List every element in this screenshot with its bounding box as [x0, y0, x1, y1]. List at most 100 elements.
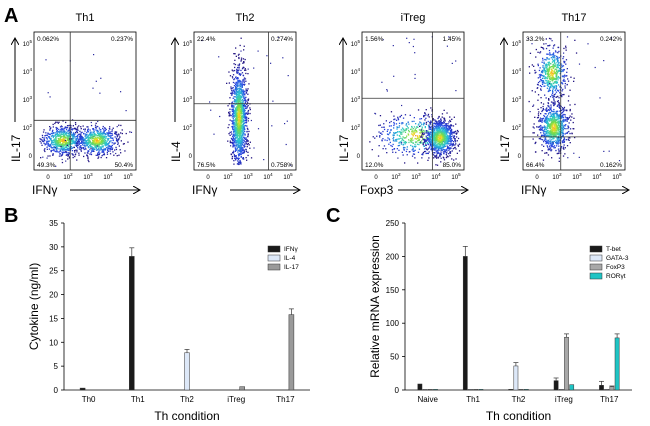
flow-dot [234, 113, 236, 115]
flow-ytick-itreg: 103 [351, 95, 361, 104]
flow-dot [532, 132, 534, 134]
flow-dot [562, 56, 565, 58]
flow-dot [233, 141, 235, 143]
flow-dots-th17 [527, 36, 621, 162]
flow-dot [555, 81, 557, 83]
flow-dot [50, 140, 52, 142]
flow-dot [412, 45, 414, 48]
flow-dot [233, 134, 235, 136]
flow-dot [449, 129, 451, 131]
flow-dot [53, 145, 55, 148]
flow-dot [99, 136, 102, 138]
flow-dot [442, 125, 444, 127]
flow-dot [419, 121, 421, 123]
flow-dot [423, 148, 426, 150]
flow-dot [237, 135, 239, 137]
flow-dot [556, 62, 558, 64]
flow-dot [238, 110, 241, 113]
flow-dot [453, 159, 455, 161]
flow-dot [246, 143, 249, 146]
flow-dot [233, 112, 235, 115]
flow-xtick-th2: 104 [263, 172, 273, 181]
flow-dot [62, 120, 64, 122]
flow-dot [554, 55, 556, 57]
flow-dot [452, 136, 455, 139]
flow-dot [118, 138, 120, 141]
flow-dot [437, 146, 439, 149]
flow-dot [444, 137, 446, 139]
flow-dot [411, 141, 413, 143]
flow-dot [435, 164, 437, 166]
flow-dot [104, 135, 106, 137]
flow-dot [550, 109, 552, 111]
flow-dot [547, 74, 549, 76]
flow-dot [242, 93, 244, 96]
flow-dot [446, 136, 448, 138]
flow-dot [428, 147, 430, 149]
flow-dot [61, 139, 63, 141]
flow-dot [238, 87, 241, 89]
flow-dot [542, 131, 544, 133]
flow-dot [537, 51, 539, 53]
flow-dot [120, 124, 122, 127]
flow-dot [437, 143, 439, 145]
flow-dot [234, 138, 236, 140]
flow-dot [552, 56, 554, 59]
flow-dot [534, 116, 536, 118]
flow-dot [430, 140, 433, 142]
flow-dot [240, 155, 242, 158]
flow-dot [233, 128, 236, 130]
flow-dot [551, 65, 553, 68]
flow-dot [68, 139, 71, 141]
flow-dot [565, 124, 567, 126]
flow-dot [443, 131, 446, 134]
flow-dot [401, 151, 403, 153]
flow-dot [67, 144, 69, 146]
flow-dot [428, 132, 430, 135]
flow-dot [440, 136, 443, 139]
flow-dot [549, 107, 551, 109]
flow-dot [553, 44, 556, 46]
flow-dot [67, 130, 70, 132]
flow-dot [243, 61, 245, 63]
flow-dot [239, 130, 242, 132]
flow-dot [554, 71, 556, 73]
flow-dot [426, 136, 428, 139]
flow-dot [106, 143, 108, 145]
flow-dot [234, 82, 236, 84]
flow-dot [101, 155, 103, 157]
flow-dot [236, 123, 238, 126]
flow-dot [436, 144, 438, 146]
flow-dot [549, 52, 551, 54]
flow-dot [45, 134, 47, 136]
flow-dot [239, 91, 241, 93]
flow-dot [552, 127, 554, 129]
flow-dot [111, 142, 113, 144]
flow-dot [66, 147, 68, 149]
flow-dot [389, 131, 391, 133]
flow-dot [65, 142, 67, 144]
flow-dot [234, 155, 236, 158]
flow-dot [400, 137, 402, 139]
flow-dot [369, 141, 371, 143]
flow-dot [445, 132, 447, 134]
flow-dot [563, 78, 565, 81]
flow-dot [72, 133, 74, 135]
flow-dot [68, 153, 70, 155]
flow-dot [241, 150, 243, 152]
flow-dot [236, 102, 238, 104]
flow-dot [555, 85, 557, 87]
flow-dot [551, 92, 554, 94]
flow-dot [442, 122, 444, 124]
flow-dot [399, 142, 401, 144]
flow-dot [431, 136, 433, 138]
flow-dot [238, 119, 241, 121]
flow-dot [425, 114, 427, 116]
flow-dot [556, 75, 558, 77]
flow-dot [231, 138, 233, 140]
flow-dot [60, 128, 62, 130]
flow-dot [240, 89, 242, 91]
flow-dot [434, 131, 436, 133]
flow-dot [446, 140, 448, 142]
flow-dot [554, 134, 556, 136]
